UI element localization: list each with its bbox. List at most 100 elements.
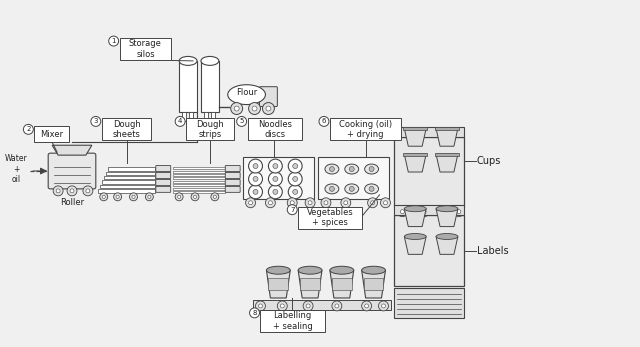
Circle shape [291, 201, 294, 205]
Ellipse shape [404, 234, 426, 239]
Circle shape [175, 193, 183, 201]
Bar [435, 127, 459, 130]
Bar [394, 127, 464, 137]
Polygon shape [436, 154, 458, 172]
Text: Water
+
oil: Water + oil [5, 154, 28, 184]
Circle shape [362, 301, 372, 311]
Bar [211, 112, 215, 121]
Circle shape [349, 167, 354, 171]
Bar [173, 181, 225, 183]
Circle shape [116, 195, 119, 198]
FancyBboxPatch shape [225, 166, 240, 171]
Circle shape [91, 117, 100, 126]
Ellipse shape [201, 57, 219, 65]
Circle shape [67, 186, 77, 196]
Circle shape [378, 301, 388, 311]
Circle shape [253, 189, 258, 194]
Circle shape [330, 167, 334, 171]
Circle shape [332, 301, 342, 311]
Circle shape [444, 207, 454, 217]
Circle shape [252, 106, 257, 111]
FancyBboxPatch shape [260, 310, 325, 332]
Text: Roller: Roller [60, 198, 84, 207]
Bar [394, 215, 464, 286]
Circle shape [273, 163, 278, 169]
Bar [332, 278, 352, 290]
Circle shape [288, 185, 302, 199]
FancyBboxPatch shape [156, 186, 171, 192]
Circle shape [422, 210, 426, 214]
Circle shape [287, 205, 297, 215]
Circle shape [253, 177, 258, 181]
Polygon shape [52, 145, 92, 155]
Bar [204, 112, 208, 121]
Polygon shape [404, 209, 426, 227]
Polygon shape [436, 237, 458, 254]
Circle shape [367, 198, 378, 208]
Circle shape [419, 207, 429, 217]
Bar [173, 188, 225, 190]
Circle shape [365, 304, 369, 308]
Circle shape [306, 304, 310, 308]
Circle shape [292, 177, 298, 181]
FancyBboxPatch shape [248, 118, 302, 140]
Bar [394, 137, 464, 207]
Bar [201, 61, 219, 112]
Bar [403, 153, 427, 156]
FancyBboxPatch shape [225, 172, 240, 178]
FancyBboxPatch shape [48, 153, 96, 189]
Circle shape [100, 193, 108, 201]
Circle shape [277, 301, 287, 311]
Circle shape [292, 189, 298, 194]
Text: Vegetables
+ spices: Vegetables + spices [307, 208, 353, 227]
Bar [394, 205, 464, 215]
Circle shape [268, 185, 282, 199]
FancyBboxPatch shape [330, 118, 401, 140]
Circle shape [401, 210, 404, 214]
Bar [253, 300, 392, 310]
Polygon shape [404, 154, 426, 172]
Polygon shape [404, 237, 426, 254]
Circle shape [24, 124, 33, 134]
Bar [182, 112, 186, 121]
Circle shape [303, 301, 313, 311]
FancyBboxPatch shape [225, 179, 240, 185]
Text: 5: 5 [239, 118, 244, 125]
Circle shape [109, 36, 118, 46]
Circle shape [177, 195, 180, 198]
Bar [104, 176, 156, 179]
Text: 4: 4 [178, 118, 182, 125]
Circle shape [321, 198, 331, 208]
FancyBboxPatch shape [102, 118, 152, 140]
Circle shape [253, 163, 258, 169]
Text: 7: 7 [290, 207, 294, 213]
Circle shape [381, 198, 390, 208]
Text: 8: 8 [252, 310, 257, 316]
Bar [100, 185, 156, 188]
Circle shape [211, 193, 219, 201]
Bar [173, 170, 225, 172]
Circle shape [335, 304, 339, 308]
Circle shape [248, 172, 262, 186]
Circle shape [292, 163, 298, 169]
Bar [102, 180, 156, 184]
Circle shape [191, 193, 199, 201]
Text: Dough
strips: Dough strips [196, 120, 224, 139]
Circle shape [86, 189, 90, 193]
Ellipse shape [330, 266, 354, 274]
Ellipse shape [345, 184, 358, 194]
Circle shape [231, 103, 243, 115]
Circle shape [273, 177, 278, 181]
FancyBboxPatch shape [156, 172, 171, 178]
FancyBboxPatch shape [186, 118, 234, 140]
Bar [173, 184, 225, 186]
Bar [106, 171, 156, 175]
Circle shape [175, 117, 185, 126]
Ellipse shape [228, 85, 266, 104]
Bar [179, 61, 197, 112]
Circle shape [457, 210, 461, 214]
Ellipse shape [365, 184, 378, 194]
Circle shape [234, 106, 239, 111]
Circle shape [268, 201, 273, 205]
Text: Storage
silos: Storage silos [129, 39, 162, 59]
